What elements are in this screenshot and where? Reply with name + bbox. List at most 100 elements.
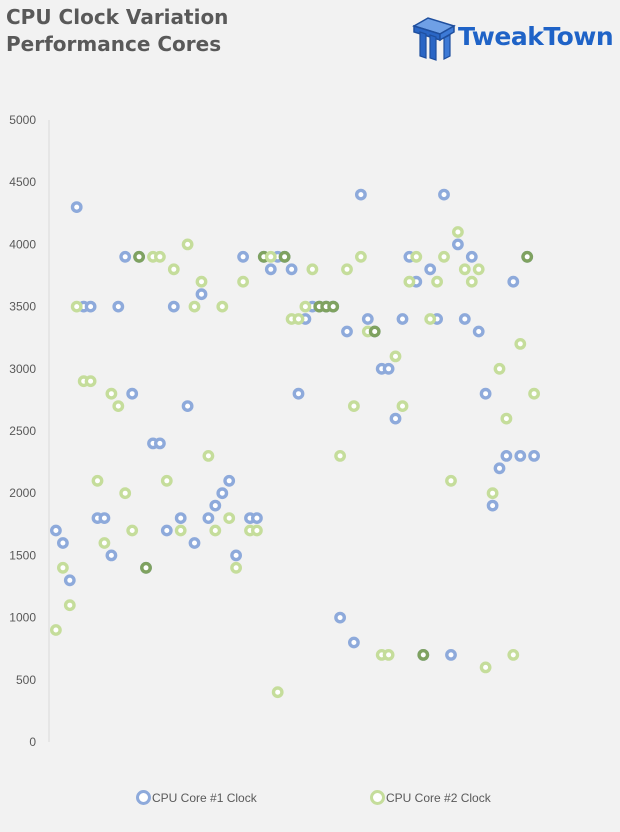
data-point-core2	[264, 250, 277, 263]
legend-item-core1[interactable]: CPU Core #1 Clock	[136, 790, 257, 805]
data-point-core1	[438, 188, 450, 201]
data-point-core2	[354, 250, 367, 263]
data-point-core2	[105, 387, 118, 400]
data-point-core2	[167, 263, 180, 276]
data-point-core2	[327, 300, 340, 313]
data-point-core1	[230, 549, 243, 562]
y-tick-label: 2500	[9, 424, 36, 438]
data-point-core2	[472, 263, 485, 276]
data-point-core1	[354, 188, 367, 201]
logo-wordmark: TweakTown	[458, 22, 614, 51]
data-point-core1	[223, 474, 236, 487]
legend-marker-core2	[370, 790, 385, 805]
data-point-core2	[112, 400, 125, 412]
data-point-core1	[500, 449, 513, 462]
chart-title-line1: CPU Clock Variation	[6, 5, 229, 29]
tweaktown-logo: TweakTown	[410, 12, 614, 62]
data-point-core1	[451, 238, 464, 251]
data-point-core1	[84, 300, 97, 313]
data-point-core2	[153, 250, 166, 263]
data-point-core2	[209, 524, 222, 537]
data-point-core1	[285, 263, 298, 276]
data-point-core1	[250, 512, 263, 524]
data-point-core1	[202, 512, 215, 524]
data-point-core1	[514, 449, 527, 462]
data-point-core2	[63, 599, 76, 612]
data-point-core2	[403, 275, 416, 288]
chart-title-line2: Performance Cores	[6, 32, 222, 56]
y-tick-label: 5000	[9, 113, 36, 127]
data-point-core2	[70, 300, 83, 313]
tweaktown-logo-icon	[412, 17, 456, 61]
data-point-core2	[237, 275, 250, 288]
data-point-core1	[493, 462, 506, 475]
data-point-core1	[465, 250, 478, 263]
data-point-core2	[514, 337, 527, 350]
data-point-core2	[368, 325, 381, 338]
data-point-core2	[431, 275, 443, 288]
data-point-core1	[382, 362, 395, 375]
data-point-core2	[486, 487, 499, 500]
data-point-core2	[299, 300, 312, 313]
data-point-core1	[153, 437, 166, 450]
data-point-core1	[507, 275, 520, 288]
data-point-core1	[209, 499, 222, 512]
data-point-core2	[507, 649, 520, 661]
data-point-core1	[237, 250, 250, 263]
data-point-core2	[417, 649, 430, 661]
legend-label-core2: CPU Core #2 Clock	[386, 790, 491, 805]
data-point-core2	[195, 275, 208, 288]
data-point-core1	[396, 313, 409, 325]
data-point-core2	[528, 387, 540, 400]
y-tick-label: 1000	[9, 611, 36, 625]
y-tick-label: 500	[16, 673, 36, 687]
data-point-core1	[479, 387, 492, 400]
data-point-core1	[50, 524, 62, 537]
legend-label-core1: CPU Core #1 Clock	[152, 790, 257, 805]
data-point-core2	[271, 686, 284, 699]
legend-marker-core1	[136, 790, 151, 805]
data-point-core2	[126, 524, 139, 537]
data-point-core2	[57, 561, 69, 574]
data-point-core2	[140, 561, 152, 574]
data-point-core1	[119, 250, 132, 263]
data-point-core1	[424, 263, 437, 276]
data-point-core1	[167, 300, 180, 313]
data-point-core1	[264, 263, 277, 276]
data-point-core2	[216, 300, 229, 313]
data-point-core2	[465, 275, 478, 288]
data-point-core1	[361, 313, 374, 325]
data-point-core2	[341, 263, 353, 276]
data-point-core1	[389, 412, 402, 425]
data-point-core2	[91, 474, 104, 487]
data-point-core2	[458, 263, 471, 276]
data-point-core2	[493, 362, 506, 375]
legend-item-core2[interactable]: CPU Core #2 Clock	[370, 790, 491, 805]
data-point-core2	[451, 226, 464, 238]
y-tick-label: 0	[29, 735, 36, 749]
data-point-core1	[334, 611, 346, 624]
data-point-core2	[521, 250, 534, 263]
data-point-core1	[174, 512, 187, 524]
data-point-core1	[181, 400, 194, 412]
data-point-core1	[458, 313, 471, 325]
data-point-core2	[306, 263, 319, 276]
y-tick-label: 2000	[9, 486, 36, 500]
data-point-core2	[410, 250, 423, 263]
data-point-core1	[472, 325, 485, 338]
data-point-core2	[479, 661, 492, 674]
data-point-core2	[396, 400, 409, 412]
data-point-core1	[195, 288, 208, 301]
data-point-core1	[57, 537, 69, 549]
data-point-core1	[292, 387, 305, 400]
data-point-core2	[230, 561, 243, 574]
data-point-core1	[98, 512, 111, 524]
data-point-core1	[63, 574, 76, 587]
data-point-core2	[292, 313, 305, 325]
data-point-core1	[112, 300, 125, 313]
data-point-core1	[160, 524, 173, 537]
data-point-core2	[424, 313, 437, 325]
data-point-core2	[160, 474, 173, 487]
